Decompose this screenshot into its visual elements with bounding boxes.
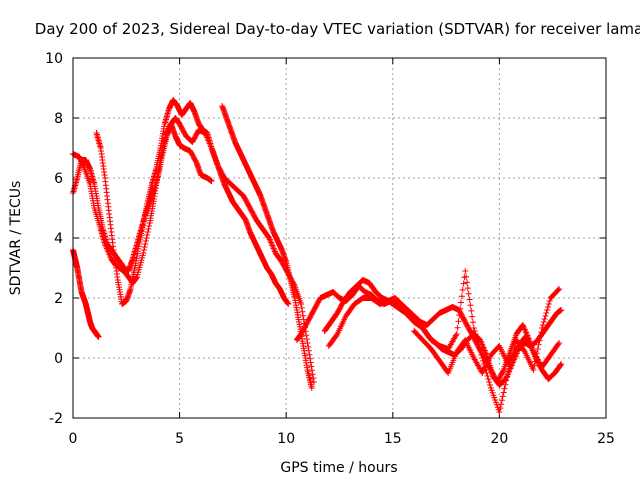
grid-lines [73,58,606,418]
x-tick-label: 10 [277,431,295,447]
chart-title: Day 200 of 2023, Sidereal Day-to-day VTE… [35,20,640,38]
series-track-h [325,268,563,415]
axis-ticks: 0 5 10 15 20 25 -2 0 2 4 6 8 10 [45,51,615,447]
data-point-markers [219,103,315,391]
series-track-d [219,103,315,391]
plot-border [72,57,607,419]
y-tick-label: 2 [54,291,63,307]
series-track-a [70,121,215,286]
data-point-markers [411,328,563,376]
data-markers [70,97,565,415]
y-tick-label: 10 [45,51,63,67]
data-point-markers [70,121,215,286]
y-tick-label: 0 [54,351,63,367]
y-tick-label: -2 [49,411,63,427]
data-point-markers [325,268,563,415]
x-tick-label: 15 [384,431,402,447]
series-track-c [93,97,292,307]
series-track-i [411,328,563,376]
y-tick-label: 4 [54,231,63,247]
x-tick-label: 5 [175,431,184,447]
data-point-markers [93,97,292,307]
x-tick-label: 25 [597,431,615,447]
x-tick-label: 0 [69,431,78,447]
series-track-e [70,247,102,340]
x-tick-label: 20 [490,431,508,447]
data-point-markers [70,247,102,340]
y-tick-label: 6 [54,171,63,187]
x-axis-label: GPS time / hours [280,460,397,476]
y-axis-label: SDTVAR / TECUs [8,181,24,296]
y-tick-label: 8 [54,111,63,127]
